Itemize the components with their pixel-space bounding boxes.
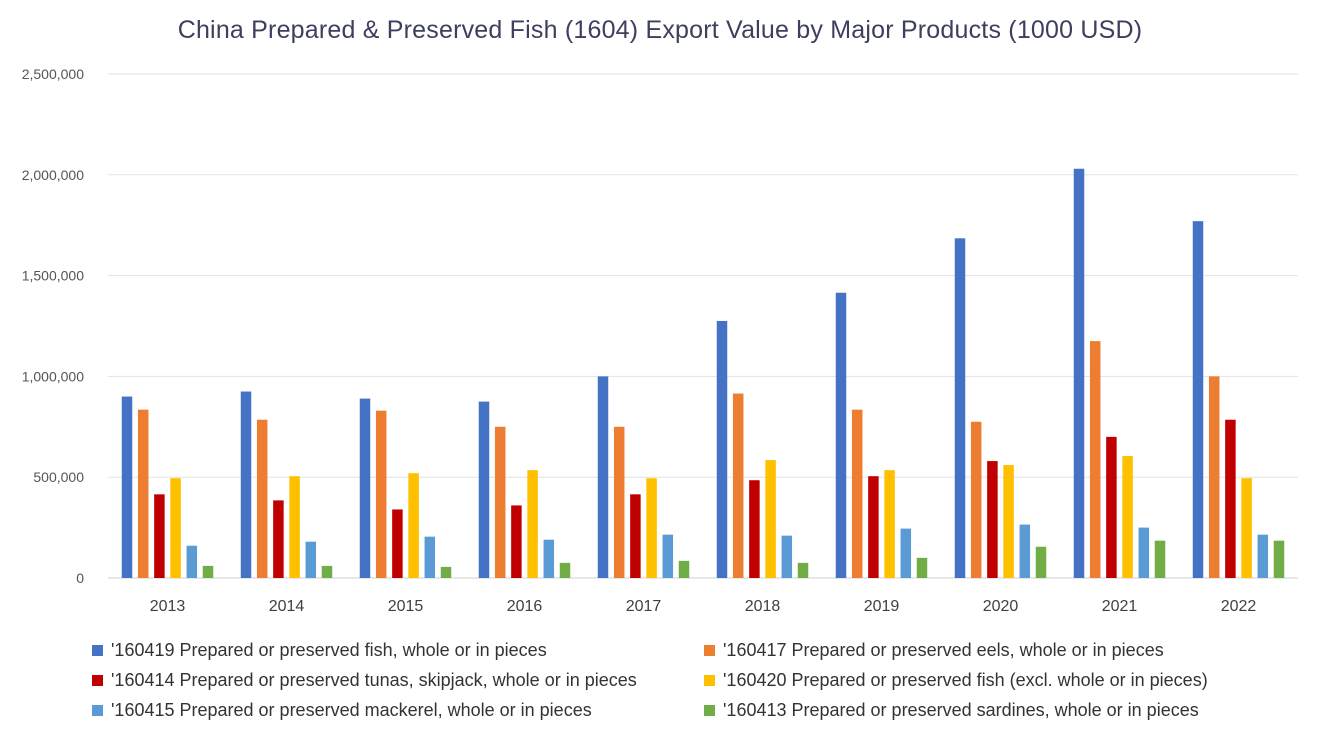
y-tick-label: 1,500,000 [22, 268, 84, 284]
bar-2017-series-3 [630, 494, 641, 578]
bar-2015-series-6 [440, 566, 452, 578]
bar-2019-series-5 [900, 528, 912, 578]
legend-label: '160417 Prepared or preserved eels, whol… [723, 640, 1164, 660]
legend-swatch [92, 705, 103, 716]
bar-2016-series-6 [559, 562, 571, 578]
bar-2014-series-3 [273, 500, 284, 578]
bar-2013-series-3 [154, 494, 165, 578]
y-tick-label: 2,500,000 [22, 66, 84, 82]
legend-item: '160414 Prepared or preserved tunas, ski… [92, 670, 704, 691]
bar-2021-series-3 [1106, 436, 1117, 578]
bar-2022-series-6 [1273, 540, 1285, 578]
bar-2022-series-4 [1241, 478, 1252, 578]
bar-2016-series-5 [543, 539, 555, 578]
bar-2016-series-3 [511, 505, 522, 578]
bar-2013-series-4 [170, 478, 181, 578]
bar-2020-series-6 [1035, 546, 1047, 578]
legend-swatch [92, 675, 103, 686]
bar-2014-series-2 [256, 419, 268, 578]
legend-item: '160415 Prepared or preserved mackerel, … [92, 700, 704, 721]
bar-2017-series-1 [597, 376, 609, 578]
bar-2020-series-3 [987, 461, 998, 578]
chart-title: China Prepared & Preserved Fish (1604) E… [177, 16, 1143, 44]
bar-2022-series-2 [1208, 376, 1220, 578]
bar-2020-series-5 [1019, 524, 1031, 578]
bar-2019-series-3 [868, 476, 879, 578]
bar-2020-series-4 [1003, 465, 1014, 578]
bar-2021-series-2 [1089, 341, 1101, 578]
bar-2013-series-6 [202, 565, 214, 578]
chart-plot: 0 500,000 1,000,000 1,500,000 2,000,000 2,500… [22, 66, 1298, 615]
x-tick-label: 2013 [150, 598, 186, 615]
bar-2014-series-4 [289, 476, 300, 578]
bar-2018-series-1 [716, 320, 728, 578]
bar-2015-series-2 [375, 410, 387, 578]
bar-2016-series-2 [494, 426, 506, 578]
bar-2019-series-2 [851, 409, 863, 578]
legend-label: '160413 Prepared or preserved sardines, … [723, 700, 1199, 720]
legend-item: '160419 Prepared or preserved fish, whol… [92, 640, 704, 661]
y-tick-label: 0 [76, 570, 84, 586]
y-tick-label: 2,000,000 [22, 167, 84, 183]
bar-2017-series-4 [646, 478, 657, 578]
bar-2021-series-5 [1138, 527, 1150, 578]
legend-swatch [704, 675, 715, 686]
legend-swatch [704, 705, 715, 716]
bar-2022-series-3 [1225, 419, 1236, 578]
x-tick-label: 2018 [745, 598, 781, 615]
bar-2019-series-1 [835, 292, 847, 578]
x-tick-label: 2016 [507, 598, 543, 615]
bar-2021-series-6 [1154, 540, 1166, 578]
bar-2019-series-6 [916, 557, 928, 578]
legend-label: '160419 Prepared or preserved fish, whol… [111, 640, 547, 660]
legend-label: '160415 Prepared or preserved mackerel, … [111, 700, 592, 720]
chart-legend: '160419 Prepared or preserved fish, whol… [92, 640, 1292, 721]
bar-2018-series-6 [797, 562, 809, 578]
bar-2013-series-2 [137, 409, 149, 578]
bar-2014-series-6 [321, 565, 333, 578]
bar-2017-series-6 [678, 560, 690, 578]
legend-label: '160414 Prepared or preserved tunas, ski… [111, 670, 637, 690]
x-tick-label: 2019 [864, 598, 900, 615]
bar-2015-series-4 [408, 473, 419, 578]
bar-2015-series-3 [392, 509, 403, 578]
legend-item: '160413 Prepared or preserved sardines, … [704, 700, 1264, 721]
x-tick-label: 2017 [626, 598, 662, 615]
x-tick-label: 2021 [1102, 598, 1138, 615]
x-tick-label: 2014 [269, 598, 305, 615]
bar-2013-series-1 [121, 396, 133, 578]
legend-item: '160420 Prepared or preserved fish (excl… [704, 670, 1264, 691]
bar-2016-series-1 [478, 401, 490, 578]
bar-2018-series-4 [765, 460, 776, 578]
bar-2018-series-2 [732, 393, 744, 578]
bar-2021-series-1 [1073, 168, 1085, 578]
x-tick-label: 2015 [388, 598, 424, 615]
bar-2022-series-5 [1257, 534, 1269, 578]
bar-2013-series-5 [186, 545, 198, 578]
bar-2020-series-1 [954, 238, 966, 579]
y-tick-label: 1,000,000 [22, 368, 84, 384]
bar-2019-series-4 [884, 470, 895, 578]
bar-2015-series-5 [424, 536, 436, 578]
bar-2017-series-5 [662, 534, 674, 578]
legend-label: '160420 Prepared or preserved fish (excl… [723, 670, 1208, 690]
legend-item: '160417 Prepared or preserved eels, whol… [704, 640, 1264, 661]
y-tick-label: 500,000 [33, 469, 84, 485]
bar-2015-series-1 [359, 398, 371, 578]
bar-2016-series-4 [527, 470, 538, 578]
legend-swatch [92, 645, 103, 656]
bar-2017-series-2 [613, 426, 625, 578]
x-tick-label: 2022 [1221, 598, 1257, 615]
x-tick-label: 2020 [983, 598, 1019, 615]
bar-2018-series-3 [749, 480, 760, 578]
bar-2021-series-4 [1122, 456, 1133, 578]
bar-2014-series-1 [240, 391, 252, 578]
bar-2020-series-2 [970, 421, 982, 578]
bar-2022-series-1 [1192, 221, 1204, 579]
legend-swatch [704, 645, 715, 656]
bar-2014-series-5 [305, 541, 317, 578]
bar-2018-series-5 [781, 535, 793, 578]
